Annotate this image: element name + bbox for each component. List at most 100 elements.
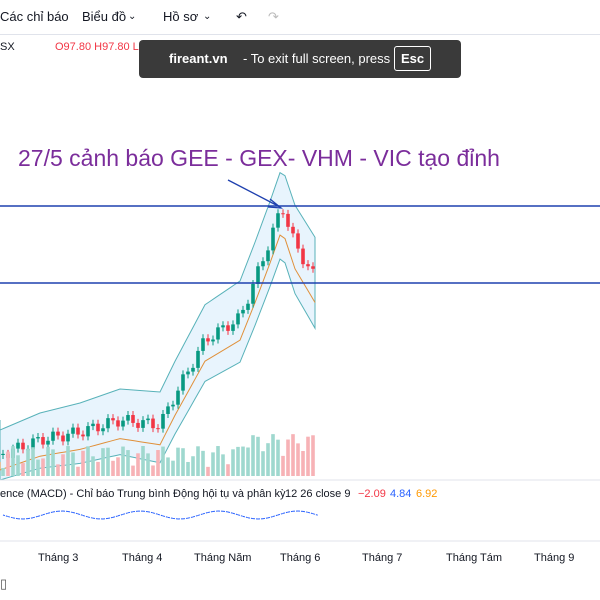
- candle: [141, 420, 145, 428]
- candle: [151, 418, 155, 429]
- candle: [246, 303, 250, 310]
- candle: [271, 227, 275, 251]
- candle: [241, 309, 245, 314]
- macd-name: ence (MACD) - Chỉ báo Trung bình Động hộ…: [0, 488, 286, 500]
- volume-bar: [291, 434, 295, 476]
- macd-line: [127, 511, 134, 514]
- candle: [201, 338, 205, 351]
- candle: [1, 453, 5, 455]
- macd-line: [192, 514, 199, 518]
- candle: [156, 428, 160, 430]
- macd-line: [282, 511, 289, 514]
- volume-bar: [6, 451, 10, 476]
- macd-value: −2.09: [358, 488, 386, 500]
- macd-line: [7, 516, 14, 519]
- x-axis: Tháng 3 Tháng 4 Tháng Năm Tháng 6 Tháng 7 Thá…: [38, 552, 574, 564]
- macd-line: [307, 511, 314, 515]
- indicators-button[interactable]: Các chỉ báo: [0, 9, 69, 24]
- macd-line: [132, 510, 139, 513]
- site: fireant.vn: [169, 51, 228, 66]
- redo[interactable]: ↷: [268, 9, 279, 24]
- volume-bar: [51, 449, 55, 476]
- candle: [46, 440, 50, 445]
- candle: [66, 433, 70, 442]
- volume-bar: [191, 456, 195, 476]
- volume-bar: [151, 465, 155, 476]
- candle: [176, 390, 180, 405]
- volume-bar: [206, 466, 210, 476]
- volume-bar: [256, 436, 260, 476]
- macd-value: 6.92: [416, 488, 437, 500]
- volume-bar: [161, 446, 165, 476]
- volume-bar: [76, 466, 80, 476]
- chart-button[interactable]: Biểu đồ: [82, 9, 127, 24]
- volume-bar: [26, 448, 30, 476]
- candle: [181, 374, 185, 391]
- candle: [256, 266, 260, 285]
- macd-line: [267, 516, 274, 519]
- macd-line: [142, 510, 149, 513]
- macd-line: [167, 516, 174, 519]
- volume-bar: [166, 457, 170, 476]
- macd-line: [187, 516, 194, 519]
- candle: [116, 420, 120, 427]
- volume-bar: [91, 456, 95, 476]
- profile-button[interactable]: Hồ sơ: [163, 9, 199, 24]
- macd-line: [42, 512, 49, 516]
- macd-line: [2, 514, 9, 518]
- candle: [196, 350, 200, 368]
- volume-bar: [186, 461, 190, 476]
- candle: [226, 325, 230, 331]
- volume-bar: [241, 446, 245, 476]
- fullscreen-overlay: fireant.vn - To exit full screen, press …: [139, 40, 461, 78]
- macd-line: [147, 511, 154, 514]
- macd-line: [37, 514, 44, 517]
- volume-bar: [21, 463, 25, 476]
- macd-line: [27, 517, 34, 520]
- esc-key[interactable]: Esc: [394, 46, 432, 71]
- macd-line: [152, 512, 159, 515]
- macd-line: [47, 511, 54, 514]
- candle: [36, 437, 40, 439]
- candle: [206, 338, 210, 342]
- x-tick-label: Tháng Năm: [194, 552, 251, 564]
- volume-bar: [236, 446, 240, 476]
- volume-bar: [251, 435, 255, 476]
- volume-bar: [156, 450, 160, 476]
- volume-bar: [16, 455, 20, 476]
- volume-bar: [226, 464, 230, 476]
- volume-bar: [211, 452, 215, 476]
- macd-value: 4.84: [390, 488, 411, 500]
- macd-line: [312, 513, 319, 516]
- candle: [221, 325, 225, 328]
- price-plot: [0, 171, 319, 520]
- volume-bar: [116, 457, 120, 476]
- volume-bar: [136, 453, 140, 476]
- volume-bar: [71, 452, 75, 476]
- x-tick-label: Tháng Tám: [446, 552, 502, 564]
- macd-line: [82, 514, 89, 518]
- calendar-icon[interactable]: ▯: [0, 576, 7, 591]
- volume-bar: [111, 460, 115, 476]
- volume-bar: [66, 446, 70, 476]
- volume-bar: [146, 453, 150, 476]
- candle: [71, 427, 75, 434]
- undo[interactable]: ↶: [236, 9, 247, 24]
- macd-line: [232, 512, 239, 516]
- volume-bar: [176, 447, 180, 476]
- volume-bar: [201, 450, 205, 476]
- macd-params: 12 26 close 9: [285, 488, 350, 500]
- chevron: ⌄: [203, 11, 212, 22]
- volume-bar: [1, 468, 5, 476]
- candle: [76, 427, 80, 435]
- macd-line: [237, 514, 244, 517]
- volume-bar: [126, 450, 130, 476]
- volume-bar: [231, 449, 235, 476]
- candle: [56, 431, 60, 436]
- macd-line: [287, 510, 294, 513]
- volume-bar: [296, 443, 300, 476]
- volume-bar: [261, 451, 265, 476]
- candle: [281, 213, 285, 215]
- candle: [306, 264, 310, 267]
